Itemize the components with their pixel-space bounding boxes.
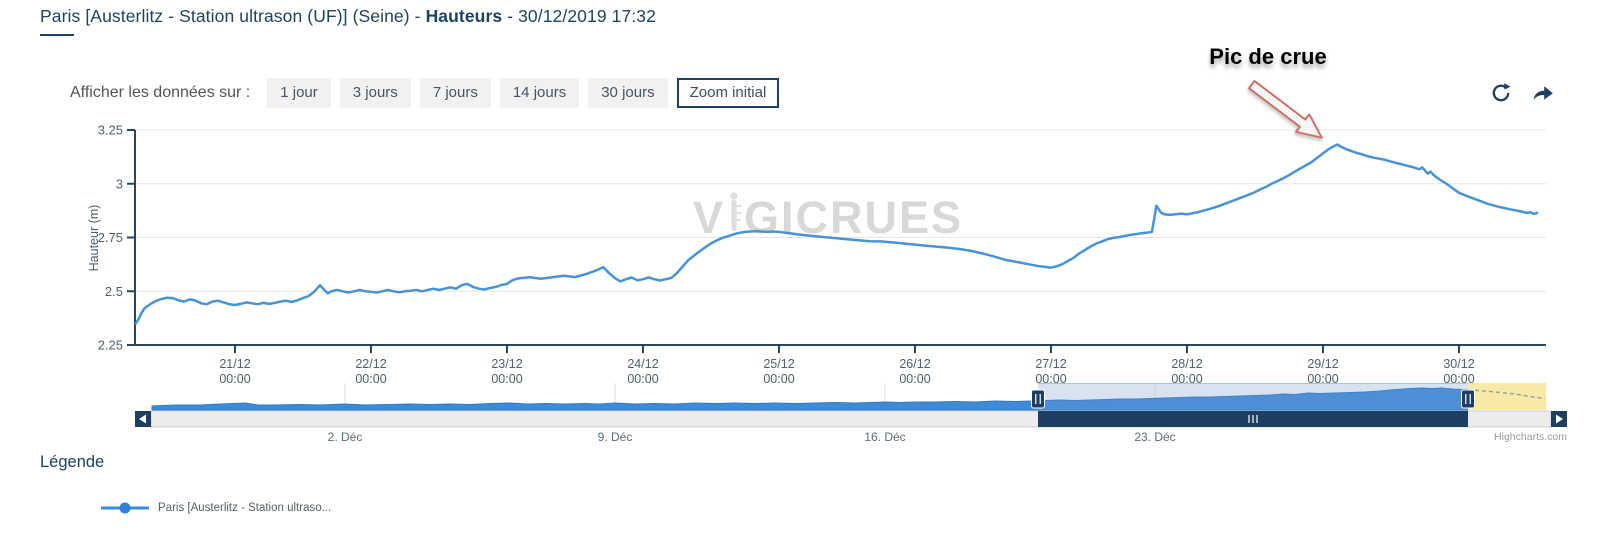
flood-peak-arrow-icon bbox=[1248, 80, 1323, 139]
range-button-14j[interactable]: 14 jours bbox=[499, 78, 580, 108]
share-icon bbox=[1533, 86, 1553, 100]
navigator-left-handle[interactable] bbox=[1031, 389, 1045, 409]
zoom-initial-button[interactable]: Zoom initial bbox=[676, 78, 780, 108]
y-tick-label: 2.25 bbox=[98, 338, 123, 353]
x-tick-label-date: 21/12 bbox=[219, 357, 250, 371]
x-tick-label-date: 24/12 bbox=[627, 357, 658, 371]
navigator-right-handle[interactable] bbox=[1461, 389, 1475, 409]
share-button[interactable] bbox=[1530, 80, 1556, 106]
x-tick-label-date: 27/12 bbox=[1035, 357, 1066, 371]
x-tick-label-date: 28/12 bbox=[1171, 357, 1202, 371]
legend-item-label: Paris [Austerlitz - Station ultraso... bbox=[158, 502, 332, 514]
refresh-icon bbox=[1492, 83, 1511, 102]
x-tick-label-time: 00:00 bbox=[899, 372, 930, 386]
legend-item[interactable]: Paris [Austerlitz - Station ultraso... bbox=[100, 501, 331, 515]
y-tick-label: 3 bbox=[116, 176, 123, 191]
page-title-prefix: Paris [Austerlitz - Station ultrason (UF… bbox=[40, 6, 426, 26]
scrollbar-right-triangle-icon bbox=[1556, 414, 1563, 424]
x-tick-label-time: 00:00 bbox=[627, 372, 658, 386]
page-title-suffix: - 30/12/2019 17:32 bbox=[502, 6, 656, 26]
navigator-tick-label: 16. Déc bbox=[864, 430, 905, 444]
forecast-series-line bbox=[1467, 389, 1546, 400]
x-tick-label-date: 23/12 bbox=[491, 357, 522, 371]
flood-peak-annotation: Pic de crue bbox=[1209, 44, 1327, 69]
title-underline bbox=[40, 34, 74, 36]
x-tick-label-time: 00:00 bbox=[1443, 372, 1474, 386]
x-tick-label-date: 26/12 bbox=[899, 357, 930, 371]
navigator-tick-label: 2. Déc bbox=[328, 430, 363, 444]
range-button-1j[interactable]: 1 jour bbox=[267, 78, 331, 108]
x-tick-label-time: 00:00 bbox=[1307, 372, 1338, 386]
range-button-7j[interactable]: 7 jours bbox=[419, 78, 491, 108]
watermark-part2: GICRUES bbox=[744, 192, 963, 244]
x-tick-label-date: 30/12 bbox=[1443, 357, 1474, 371]
legend-marker-icon bbox=[101, 502, 149, 514]
navigator-tick-label: 23. Déc bbox=[1134, 430, 1175, 444]
scrollbar-left-triangle-icon bbox=[139, 414, 146, 424]
y-axis-title: Hauteur (m) bbox=[87, 205, 101, 272]
page-title-measure: Hauteurs bbox=[425, 6, 503, 26]
x-tick-label-time: 00:00 bbox=[355, 372, 386, 386]
x-tick-label-date: 25/12 bbox=[763, 357, 794, 371]
x-tick-label-time: 00:00 bbox=[219, 372, 250, 386]
page-title: Paris [Austerlitz - Station ultrason (UF… bbox=[40, 6, 656, 27]
watermark-part1: V bbox=[693, 192, 725, 244]
range-button-30j[interactable]: 30 jours bbox=[588, 78, 668, 108]
x-tick-label-time: 00:00 bbox=[1035, 372, 1066, 386]
navigator-area-series bbox=[151, 387, 1469, 411]
highcharts-credit[interactable]: Highcharts.com bbox=[1494, 431, 1567, 443]
gauge-icon bbox=[727, 191, 742, 244]
x-tick-label-date: 29/12 bbox=[1307, 357, 1338, 371]
range-button-3j[interactable]: 3 jours bbox=[339, 78, 411, 108]
navigator-selection-mask[interactable] bbox=[1038, 383, 1468, 410]
x-tick-label-time: 00:00 bbox=[763, 372, 794, 386]
range-controls: Afficher les données sur : 1 jour 3 jour… bbox=[70, 78, 780, 108]
water-level-series-line[interactable] bbox=[134, 143, 1539, 325]
range-controls-label: Afficher les données sur : bbox=[70, 84, 251, 101]
x-tick-label-time: 00:00 bbox=[1171, 372, 1202, 386]
y-tick-label: 3.25 bbox=[98, 123, 123, 138]
x-tick-label-time: 00:00 bbox=[491, 372, 522, 386]
vigicrues-watermark: V GICRUES bbox=[688, 191, 968, 244]
x-tick-label-date: 22/12 bbox=[355, 357, 386, 371]
y-tick-label: 2.5 bbox=[105, 284, 123, 299]
y-tick-label: 2.75 bbox=[98, 230, 123, 245]
refresh-button[interactable] bbox=[1488, 80, 1514, 106]
navigator-tick-label: 9. Déc bbox=[598, 430, 633, 444]
legend-heading: Légende bbox=[40, 453, 105, 471]
